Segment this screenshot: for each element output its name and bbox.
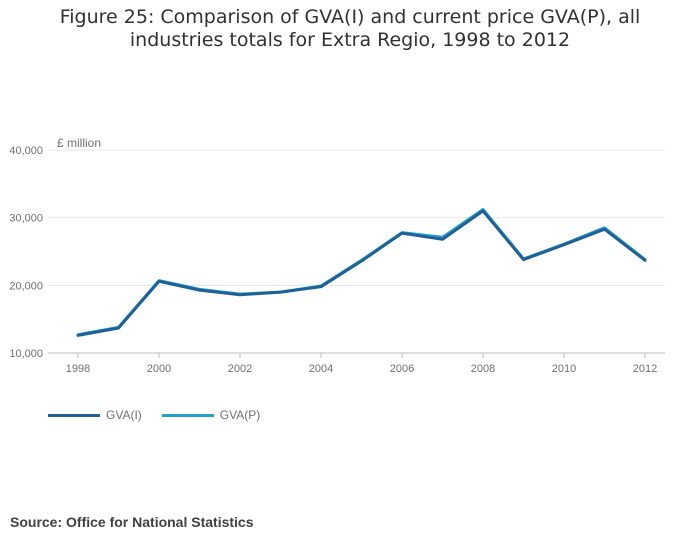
x-tick-label: 2000 bbox=[147, 363, 171, 375]
x-tick-label: 2004 bbox=[309, 363, 333, 375]
legend-label-gva-i: GVA(I) bbox=[106, 408, 142, 422]
y-tick-label: 40,000 bbox=[9, 145, 43, 157]
legend-label-gva-p: GVA(P) bbox=[219, 408, 261, 422]
legend-item-gva-i[interactable]: GVA(I) bbox=[48, 408, 142, 422]
y-tick-label: 30,000 bbox=[9, 213, 43, 225]
legend-swatch-gva-i bbox=[48, 413, 100, 417]
y-tick-label: 20,000 bbox=[9, 280, 43, 292]
legend-item-gva-p[interactable]: GVA(P) bbox=[161, 408, 261, 422]
y-axis-unit-label: £ million bbox=[57, 136, 101, 150]
x-tick-label: 2010 bbox=[552, 363, 576, 375]
x-tick-label: 2012 bbox=[633, 363, 657, 375]
series-line-gva-i bbox=[76, 209, 647, 337]
source-note: Source: Office for National Statistics bbox=[10, 514, 254, 530]
legend-swatch-gva-p bbox=[161, 413, 214, 417]
x-tick-label: 1998 bbox=[66, 363, 90, 375]
y-tick-label: 10,000 bbox=[9, 348, 43, 360]
legend: GVA(I) GVA(P) bbox=[48, 408, 260, 422]
x-tick-label: 2002 bbox=[228, 363, 252, 375]
x-tick-label: 2008 bbox=[471, 363, 495, 375]
chart-title: Figure 25: Comparison of GVA(I) and curr… bbox=[59, 6, 641, 51]
x-tick-label: 2006 bbox=[390, 363, 414, 375]
series-line-gva-p bbox=[76, 208, 647, 337]
